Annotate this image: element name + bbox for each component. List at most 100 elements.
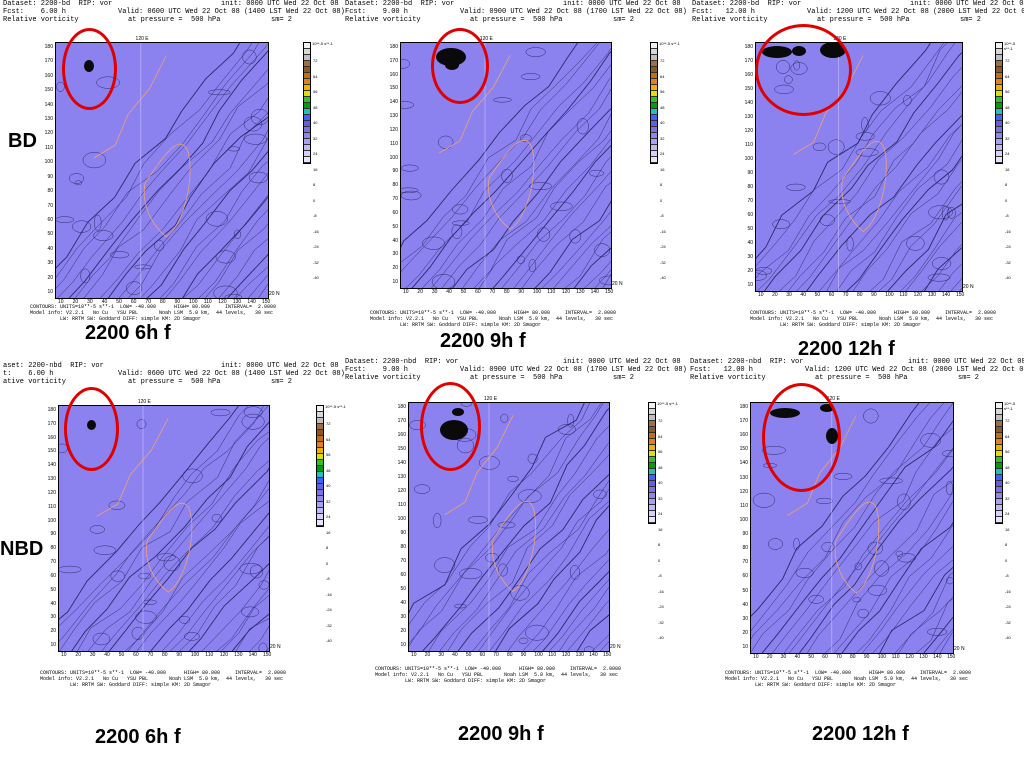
y-tick-label: 140 [744, 100, 753, 106]
contour-line [599, 641, 609, 651]
colorbar-swatch [996, 517, 1002, 523]
contour-line [806, 114, 962, 291]
contour-line [489, 500, 609, 651]
contour-line [846, 155, 962, 291]
x-tick-label: 150 [605, 289, 614, 295]
colorbar-swatch [996, 67, 1002, 73]
colorbar-swatch [651, 139, 657, 145]
contour-cell [205, 211, 228, 227]
header-press-line: at pressure = 500 hPa [470, 16, 563, 24]
contour-line [605, 43, 611, 288]
x-tick-label: 80 [850, 654, 856, 660]
y-tick-label: 50 [392, 223, 398, 230]
colorbar-swatch [649, 421, 655, 427]
header-dataset-line: Dataset: 2200-nbd RIP: vor [690, 358, 804, 366]
x-tick-label: 60 [130, 299, 137, 305]
x-tick-label: 10 [61, 652, 67, 658]
x-tick-label: 20 [766, 654, 773, 660]
contour-cell [215, 250, 236, 264]
panel-caption: 2200 6h f [85, 322, 171, 344]
colorbar-swatch [304, 55, 310, 61]
contour-cell [156, 553, 176, 562]
y-tick-label: 180 [744, 44, 753, 50]
colorbar-swatch [996, 439, 1002, 445]
y-tick-label: 180 [397, 404, 406, 410]
contour-line [182, 196, 268, 298]
contour-cell [933, 169, 950, 185]
latitude-label: 20 N [610, 644, 621, 650]
colorbar-swatch [996, 475, 1002, 481]
header-init-line: init: 0000 UTC Wed 22 Oct 08 [908, 358, 1024, 366]
header-init-line: init: 0000 UTC Wed 22 Oct 08 [221, 0, 339, 8]
header-fcst-line: Fcst: 6.00 h [3, 8, 67, 16]
contour-line [462, 113, 611, 288]
x-tick-label: 30 [786, 292, 792, 298]
y-tick-label: 120 [397, 488, 406, 494]
contour-cell [131, 626, 145, 640]
y-tick-label: 60 [400, 572, 406, 578]
contour-line [591, 633, 609, 651]
contour-line [204, 223, 268, 298]
highlight-circle [62, 28, 117, 110]
y-tick-label: 70 [400, 558, 406, 564]
colorbar-swatch [996, 157, 1002, 163]
colorbar [648, 402, 656, 524]
colorbar-unit: 10**-5 s**-1 [1004, 41, 1016, 51]
y-tick-label: 130 [397, 474, 406, 480]
coastline-mainland [93, 55, 167, 159]
x-tick-label: 80 [857, 292, 863, 298]
panel-footer-line: Model info: V2.2.1 No Cu YSU PBL Noah LS… [30, 310, 274, 316]
contour-cell [258, 580, 269, 590]
x-tick-label: 10 [758, 292, 764, 298]
y-tick-label: 40 [47, 245, 53, 252]
header-press-line: at pressure = 500 hPa [128, 16, 221, 24]
y-tick-label: 110 [45, 144, 53, 151]
contour-line [401, 43, 600, 273]
y-tick-label: 40 [392, 237, 398, 244]
contour-line [160, 161, 268, 298]
colorbar-swatch [996, 505, 1002, 511]
header-sm-line: sm= 2 [613, 16, 635, 24]
contour-line [428, 425, 609, 651]
y-tick-label: 20 [47, 274, 53, 281]
y-tick-label: 110 [740, 502, 748, 509]
panel-caption: 2200 9h f [440, 330, 526, 352]
colorbar-swatch [317, 430, 323, 436]
colorbar-unit: 10**-5 s**-1 [312, 41, 333, 46]
header-init-line: init: 0000 UTC Wed 22 Oct 08 [221, 362, 339, 370]
contour-line [604, 403, 609, 651]
colorbar-label: -32 [313, 259, 319, 265]
y-tick-label: 90 [400, 530, 406, 536]
y-tick-label: 170 [44, 58, 53, 65]
colorbar-label: -24 [1005, 604, 1011, 609]
x-tick-label: 110 [547, 289, 556, 295]
contour-cell [248, 171, 268, 184]
panel-footer-line: CONTOURS: UNITS=10**-5 s**-1 LOW= -40.00… [30, 304, 277, 310]
header-press-line: at pressure = 500 hPa [470, 374, 563, 382]
colorbar [316, 405, 324, 527]
contour-cell [422, 236, 445, 250]
contour-cell [928, 205, 953, 220]
contour-line [248, 274, 268, 298]
y-tick-label: 160 [739, 432, 748, 439]
contour-cell [68, 173, 85, 184]
colorbar-swatch [996, 481, 1002, 487]
x-tick-label: 40 [101, 299, 108, 305]
contour-line [439, 441, 609, 651]
colorbar-label: 0 [326, 560, 329, 566]
x-tick-label: 30 [87, 299, 93, 305]
colorbar-swatch [649, 445, 655, 451]
colorbar-label: 24 [1005, 151, 1010, 156]
contour-cell [451, 204, 469, 215]
x-tick-label: 100 [189, 299, 198, 305]
contour-cell [869, 91, 891, 106]
colorbar-swatch [317, 484, 323, 490]
y-tick-label: 120 [739, 488, 748, 495]
x-tick-label: 150 [947, 654, 956, 660]
contour-line [788, 447, 953, 653]
colorbar-swatch [651, 67, 657, 73]
colorbar [995, 402, 1003, 524]
colorbar-swatch [317, 490, 323, 496]
colorbar-label: 72 [326, 421, 331, 426]
contour-cell [529, 182, 552, 191]
